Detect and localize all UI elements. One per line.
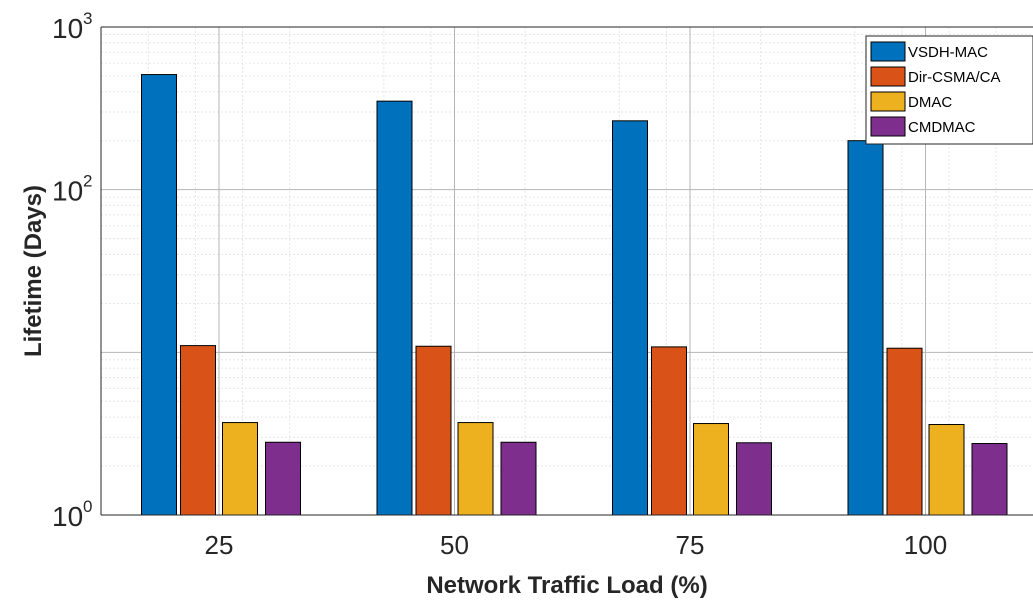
axes xyxy=(100,26,1033,516)
y-tick-label: 10 2 xyxy=(52,172,92,207)
x-tick-label: 50 xyxy=(440,530,469,560)
bar xyxy=(612,120,648,516)
bar xyxy=(928,424,965,516)
legend-swatch xyxy=(870,41,906,62)
bar xyxy=(847,140,884,516)
x-axis-title: Network Traffic Load (%) xyxy=(426,572,707,599)
y-tick-base: 10 xyxy=(52,13,83,44)
bar xyxy=(141,74,177,516)
bar xyxy=(500,441,537,516)
y-tick-exponent: 3 xyxy=(83,9,92,28)
bar xyxy=(971,443,1008,516)
legend-swatch xyxy=(870,91,906,112)
bar xyxy=(376,100,413,516)
legend-label: DMAC xyxy=(908,94,952,111)
legend-swatch xyxy=(870,116,906,137)
bars xyxy=(141,74,1008,516)
legend-label: Dir-CSMA/CA xyxy=(908,69,1001,86)
legend-swatch xyxy=(870,66,906,87)
x-tick-label: 75 xyxy=(676,530,705,560)
x-tick-label: 25 xyxy=(205,530,234,560)
y-tick-exponent: 0 xyxy=(83,497,92,516)
legend-label: CMDMAC xyxy=(908,119,976,136)
y-tick-base: 10 xyxy=(52,501,83,532)
bar xyxy=(457,422,494,516)
y-tick-label: 10 0 xyxy=(52,497,92,532)
bar xyxy=(265,441,301,516)
y-tick-base: 10 xyxy=(52,176,83,207)
y-tick-label: 10 3 xyxy=(52,9,92,44)
y-tick-labels: 10 010 210 3 xyxy=(52,9,92,532)
bar xyxy=(222,422,258,516)
y-axis-title: Lifetime (Days) xyxy=(20,185,47,357)
bar xyxy=(180,345,216,516)
bar xyxy=(415,345,452,516)
x-tick-labels: 25 50 75 100 xyxy=(205,530,948,560)
bar xyxy=(886,347,923,516)
y-tick-exponent: 2 xyxy=(83,172,92,191)
bar xyxy=(651,346,687,516)
bar xyxy=(693,423,729,516)
legend-label: VSDH-MAC xyxy=(908,44,988,61)
legend: VSDH-MAC Dir-CSMA/CA DMAC CMDMAC xyxy=(865,35,1033,145)
bar xyxy=(736,442,772,516)
x-tick-label: 100 xyxy=(904,530,947,560)
